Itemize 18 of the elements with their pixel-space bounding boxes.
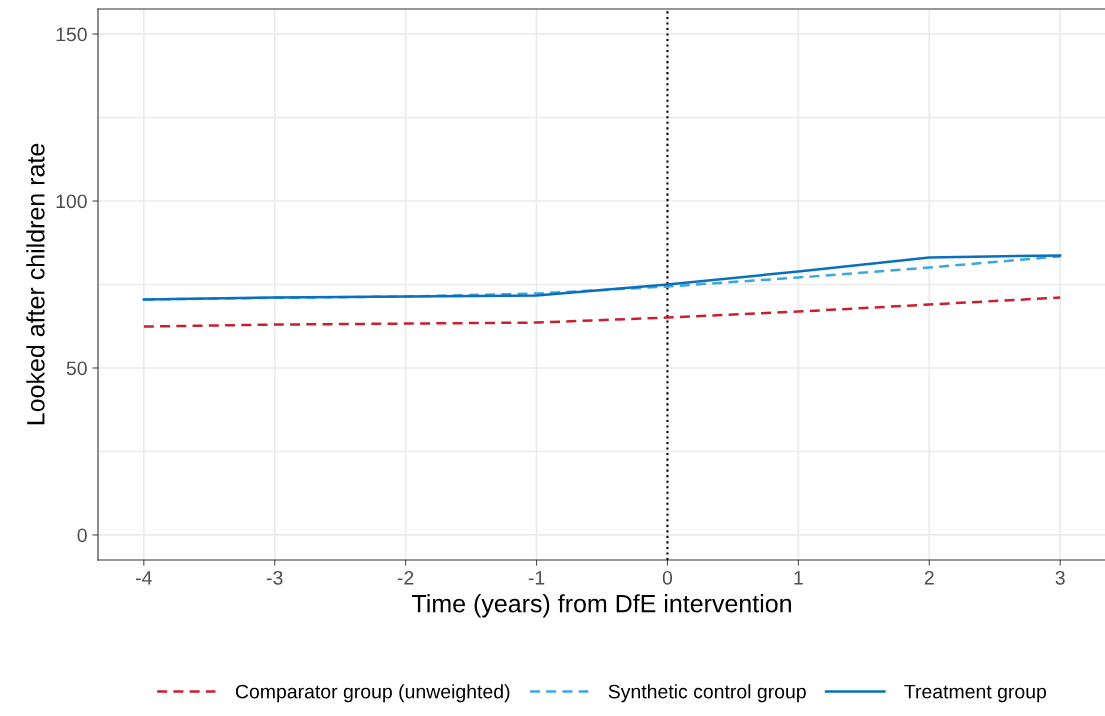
x-tick-label: -3	[266, 570, 283, 585]
y-tick-label: 100	[56, 194, 87, 209]
x-tick-label: 1	[794, 571, 803, 585]
legend-label: Treatment group	[904, 684, 1047, 703]
x-tick-label: -4	[136, 571, 152, 585]
y-tick-label: 50	[66, 361, 87, 376]
x-tick-label: 2	[924, 570, 934, 585]
x-tick-label: 3	[1055, 570, 1065, 585]
line-series	[142, 296, 1062, 328]
x-tick-label: 0	[662, 570, 673, 585]
x-tick-label: -1	[528, 571, 545, 585]
y-axis-title: Looked after children rate	[26, 143, 45, 425]
legend-label: Comparator group (unweighted)	[235, 684, 510, 703]
x-axis-title: Time (years) from DfE intervention	[412, 594, 791, 618]
x-tick-label: -2	[397, 570, 414, 585]
y-tick-label: 0	[77, 528, 87, 543]
legend-label: Synthetic control group	[608, 684, 806, 703]
y-tick-label: 150	[56, 27, 87, 42]
